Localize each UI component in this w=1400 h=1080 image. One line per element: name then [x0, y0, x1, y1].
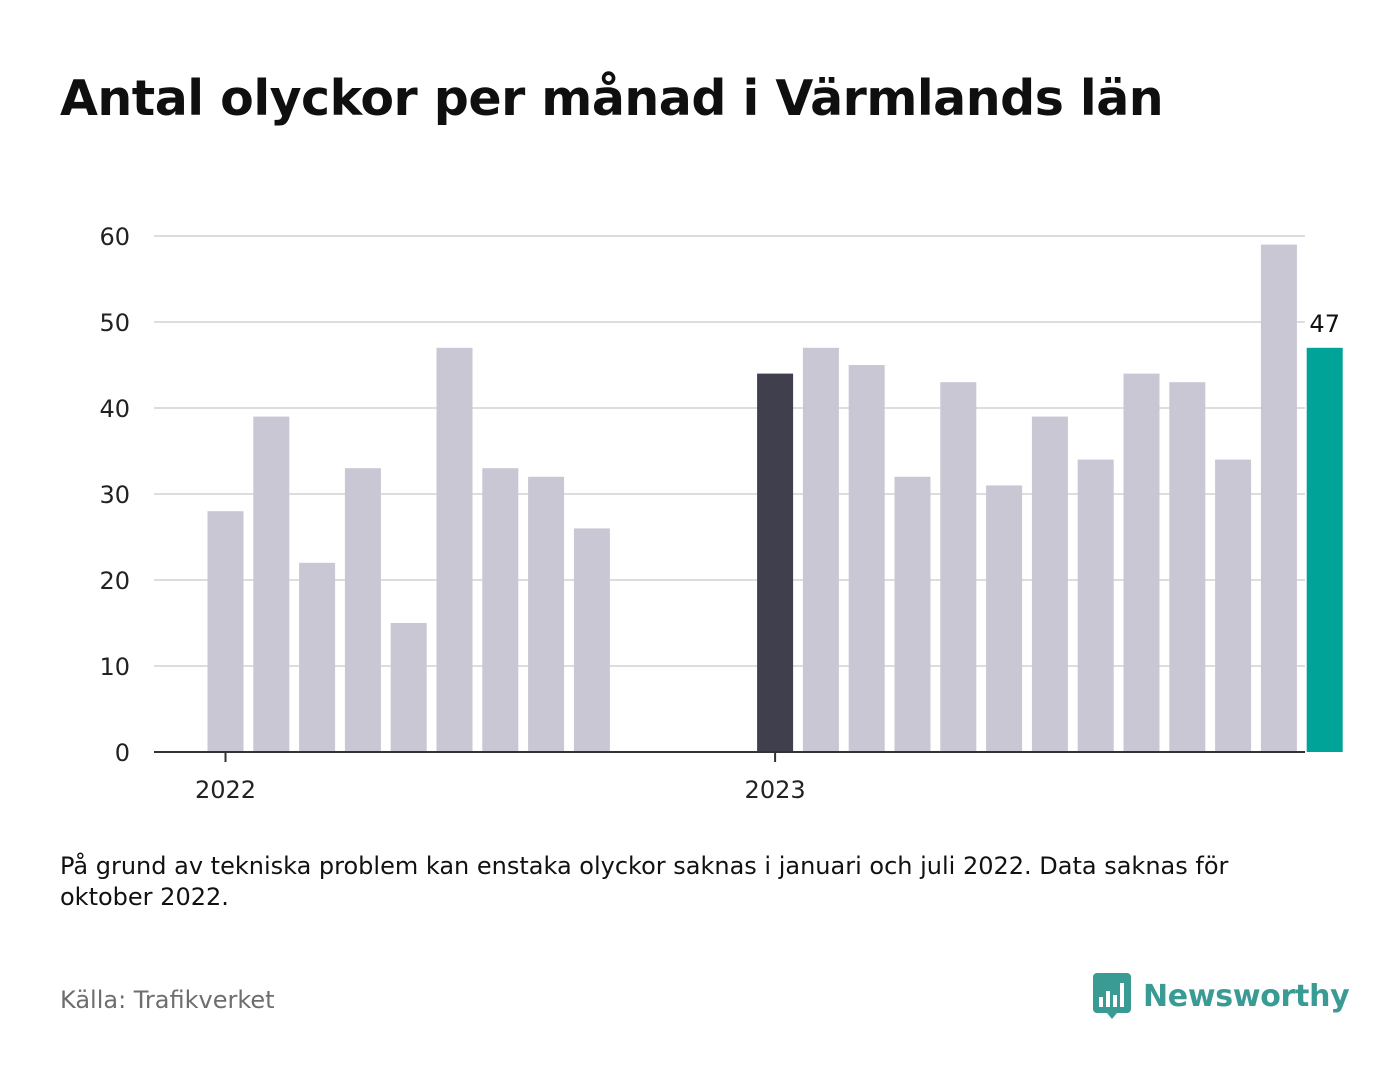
- value-labels: 47: [1309, 310, 1340, 338]
- bars: [207, 244, 1343, 752]
- bar-2023-05: [940, 382, 977, 752]
- bar-2022-02: [253, 416, 290, 752]
- y-tick-label: 20: [99, 567, 130, 595]
- bar-2023-04: [894, 476, 931, 752]
- value-label-2024-01: 47: [1309, 310, 1340, 338]
- x-tick-label-2022: 2022: [195, 776, 256, 804]
- bar-2023-12: [1260, 244, 1297, 752]
- chart-title: Antal olyckor per månad i Värmlands län: [60, 70, 1164, 127]
- bar-2023-07: [1031, 416, 1068, 752]
- bar-2023-11: [1215, 459, 1252, 752]
- source-credit: Källa: Trafikverket: [60, 986, 275, 1014]
- bar-2022-01: [207, 511, 244, 752]
- bar-2022-04: [344, 468, 381, 752]
- brand-name: Newsworthy: [1143, 978, 1350, 1014]
- y-axis-tick-labels: 0 10 20 30 40 50 60: [99, 223, 130, 767]
- bar-chart: 0 10 20 30 40 50 60 47 2022 2023: [99, 223, 1343, 804]
- bar-2022-05: [390, 623, 427, 752]
- y-tick-label: 50: [99, 309, 130, 337]
- y-tick-label: 60: [99, 223, 130, 251]
- bar-2022-06: [436, 347, 473, 752]
- brand-logo: Newsworthy: [1091, 971, 1350, 1021]
- y-tick-label: 10: [99, 653, 130, 681]
- x-tick-label-2023: 2023: [745, 776, 806, 804]
- footnote: På grund av tekniska problem kan enstaka…: [60, 852, 1229, 911]
- bar-2023-02: [802, 347, 839, 752]
- bar-2022-03: [299, 562, 336, 752]
- bar-2023-08: [1077, 459, 1114, 752]
- bar-2023-06: [986, 485, 1023, 752]
- bar-2023-09: [1123, 373, 1160, 752]
- bar-2024-01: [1306, 347, 1343, 752]
- bar-2023-01: [757, 373, 794, 752]
- bar-2023-03: [848, 365, 885, 752]
- bar-chart-speech-bubble-icon: [1093, 973, 1131, 1019]
- bar-2022-08: [528, 476, 565, 752]
- y-tick-label: 0: [115, 739, 130, 767]
- bar-2023-10: [1169, 382, 1206, 752]
- x-axis-ticks: 2022 2023: [195, 752, 806, 804]
- y-tick-label: 30: [99, 481, 130, 509]
- bar-2022-07: [482, 468, 519, 752]
- bar-2022-09: [573, 528, 610, 752]
- y-tick-label: 40: [99, 395, 130, 423]
